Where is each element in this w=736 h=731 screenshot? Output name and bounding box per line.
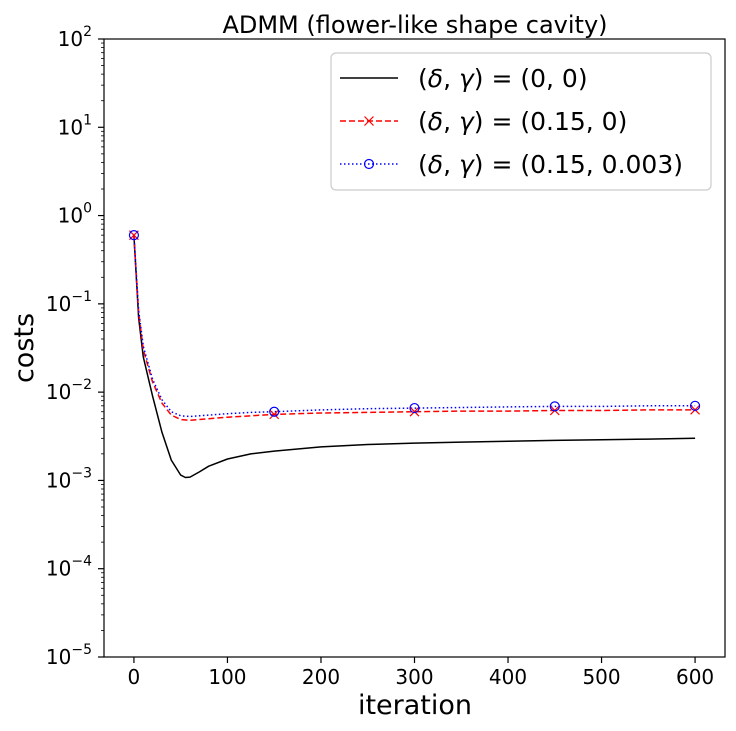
y-tick-label: 10−2 bbox=[46, 377, 92, 404]
marker-x bbox=[364, 116, 374, 126]
series-line-2 bbox=[133, 235, 696, 418]
legend-frame bbox=[330, 52, 712, 191]
x-tick-label: 100 bbox=[208, 665, 246, 689]
marker-circle bbox=[269, 406, 280, 417]
marker-circle bbox=[409, 402, 420, 414]
x-axis-label: iteration bbox=[358, 690, 472, 721]
series-line-1 bbox=[133, 235, 696, 422]
y-tick-label: 10−5 bbox=[46, 642, 92, 669]
x-tick-label: 600 bbox=[676, 665, 714, 689]
x-tick-label: 200 bbox=[302, 665, 340, 689]
legend-label: (δ, γ) = (0.15, 0) bbox=[418, 107, 627, 136]
x-axis: 0 100 200 300 400 500 600 bbox=[128, 657, 714, 689]
legend-label: (δ, γ) = (0.15, 0.003) bbox=[418, 150, 683, 179]
marker-x bbox=[409, 406, 420, 417]
marker-x bbox=[269, 409, 280, 420]
series-layer bbox=[133, 235, 696, 479]
marker-circle bbox=[128, 230, 140, 241]
y-tick-label: 101 bbox=[58, 112, 92, 139]
y-tick-label: 102 bbox=[58, 24, 92, 51]
x-tick-label: 300 bbox=[395, 665, 433, 689]
y-tick-label: 10−1 bbox=[46, 289, 92, 316]
y-tick-label: 10−3 bbox=[46, 465, 92, 492]
y-tick-label: 10−4 bbox=[46, 554, 92, 581]
marker-circle bbox=[689, 400, 701, 411]
marker-circle bbox=[549, 401, 560, 412]
chart-title: ADMM (flower-like shape cavity) bbox=[222, 11, 607, 39]
plot-area bbox=[128, 230, 701, 479]
x-tick-label: 400 bbox=[489, 665, 527, 689]
x-tick-label: 0 bbox=[128, 665, 141, 689]
marker-layer bbox=[128, 230, 701, 420]
y-axis: 10−5 10−4 10−3 10−2 10−1 100 101 102 bbox=[46, 24, 104, 669]
x-tick-label: 500 bbox=[582, 665, 620, 689]
y-axis-label: costs bbox=[9, 313, 40, 383]
marker-circle bbox=[363, 158, 375, 170]
legend-label: (δ, γ) = (0, 0) bbox=[418, 64, 588, 93]
legend: (δ, γ) = (0, 0) (δ, γ) = (0.15, 0) (δ, γ) … bbox=[330, 52, 712, 191]
series-line-0 bbox=[133, 235, 696, 479]
y-tick-label: 100 bbox=[58, 201, 92, 228]
